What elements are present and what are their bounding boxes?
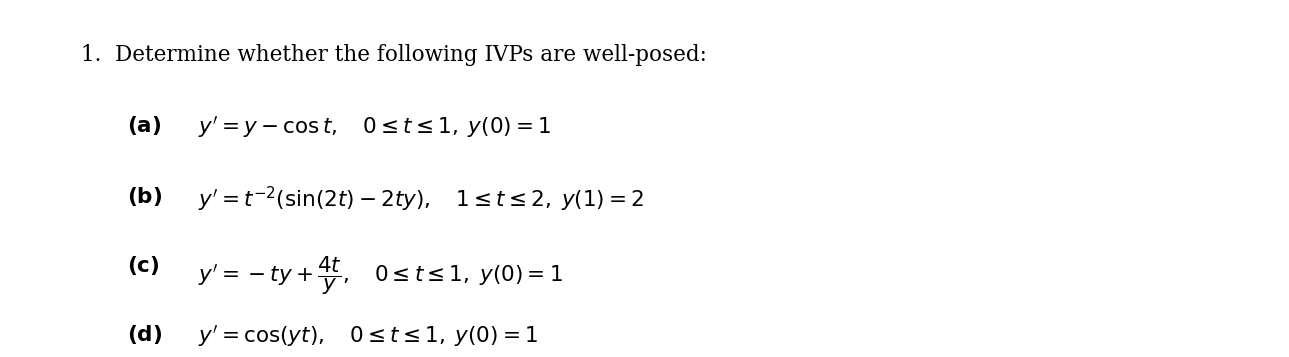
Text: $y' = y - \cos t, \quad 0 \leq t \leq 1, \; y(0) = 1$: $y' = y - \cos t, \quad 0 \leq t \leq 1,… — [199, 115, 552, 140]
Text: $\mathbf{(d)}$: $\mathbf{(d)}$ — [128, 323, 162, 346]
Text: $\mathbf{(b)}$: $\mathbf{(b)}$ — [128, 185, 162, 208]
Text: $y' = \cos(yt), \quad 0 \leq t \leq 1, \; y(0) = 1$: $y' = \cos(yt), \quad 0 \leq t \leq 1, \… — [199, 323, 539, 348]
Text: 1.  Determine whether the following IVPs are well-posed:: 1. Determine whether the following IVPs … — [81, 44, 706, 66]
Text: $\mathbf{(c)}$: $\mathbf{(c)}$ — [128, 254, 160, 277]
Text: $y' = t^{-2}(\sin(2t) - 2ty), \quad 1 \leq t \leq 2, \; y(1) = 2$: $y' = t^{-2}(\sin(2t) - 2ty), \quad 1 \l… — [199, 185, 644, 215]
Text: $y' = -ty + \dfrac{4t}{y}, \quad 0 \leq t \leq 1, \; y(0) = 1$: $y' = -ty + \dfrac{4t}{y}, \quad 0 \leq … — [199, 254, 563, 297]
Text: $\mathbf{(a)}$: $\mathbf{(a)}$ — [128, 115, 162, 137]
